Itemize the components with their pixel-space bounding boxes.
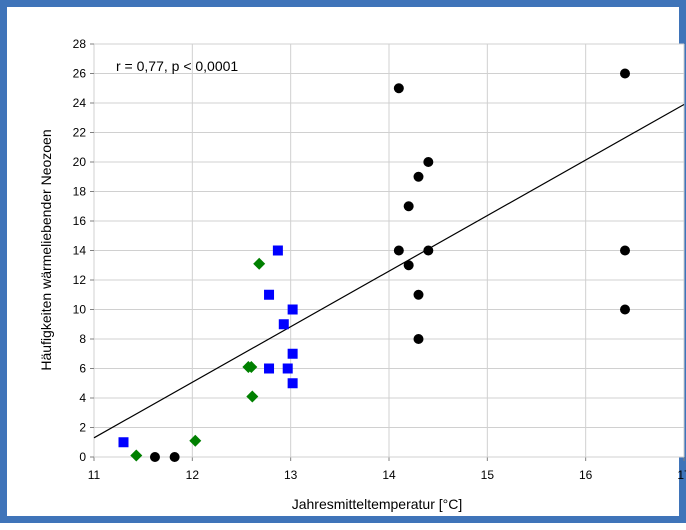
data-point-square [287, 348, 298, 359]
data-point-circle [620, 68, 630, 79]
data-point-circle [393, 245, 404, 256]
tick-labels: 111213141516170246810121416182022242628 [73, 37, 686, 482]
y-tick-label: 24 [73, 96, 87, 110]
x-tick-label: 17 [677, 468, 686, 482]
y-tick-label: 26 [73, 67, 87, 81]
data-point-circle [403, 260, 414, 271]
data-point-circle [149, 452, 160, 462]
data-point-square [287, 378, 298, 389]
data-point-diamond [246, 390, 259, 403]
data-point-circle [413, 289, 424, 300]
x-tick-label: 15 [481, 468, 495, 482]
data-point-diamond [189, 434, 202, 447]
data-point-square [287, 304, 298, 315]
data-point-circle [169, 452, 180, 462]
data-point-circle [620, 245, 630, 256]
data-point-square [118, 437, 129, 448]
data-point-circle [413, 171, 424, 182]
y-axis-title: Häufigkeiten wärmeliebender Neozoen [38, 129, 54, 370]
x-tick-label: 13 [284, 468, 298, 482]
correlation-annotation: r = 0,77, p < 0,0001 [116, 58, 238, 74]
data-point-square [272, 245, 283, 256]
y-tick-label: 2 [79, 421, 86, 435]
y-tick-label: 16 [73, 214, 87, 228]
data-point-circle [403, 201, 414, 212]
y-tick-label: 0 [79, 450, 86, 464]
y-tick-label: 8 [79, 332, 86, 346]
x-axis-title: Jahresmitteltemperatur [°C] [292, 496, 463, 512]
x-tick-label: 16 [579, 468, 593, 482]
data-point-circle [620, 304, 630, 315]
data-point-diamond [253, 257, 266, 270]
y-tick-label: 4 [79, 391, 86, 405]
y-tick-label: 18 [73, 185, 87, 199]
data-point-square [264, 363, 275, 374]
data-point-diamond [130, 449, 143, 462]
x-tick-label: 12 [186, 468, 200, 482]
data-points [118, 68, 630, 462]
y-tick-label: 6 [79, 362, 86, 376]
y-tick-label: 14 [73, 244, 87, 258]
data-point-square [278, 319, 289, 330]
data-point-square [264, 289, 275, 300]
x-tick-label: 11 [88, 468, 101, 482]
data-point-circle [423, 157, 434, 167]
gridlines [90, 43, 685, 461]
data-point-square [282, 363, 293, 374]
data-point-circle [413, 334, 424, 344]
y-tick-label: 20 [73, 155, 87, 169]
y-tick-label: 28 [73, 37, 87, 51]
scatter-chart: 111213141516170246810121416182022242628 … [38, 37, 686, 512]
x-tick-label: 14 [382, 468, 396, 482]
data-point-circle [423, 245, 434, 256]
regression-line [93, 103, 685, 439]
data-point-diamond [245, 361, 258, 374]
data-point-circle [393, 83, 404, 94]
y-tick-label: 22 [73, 126, 87, 140]
y-tick-label: 12 [73, 273, 87, 287]
y-tick-label: 10 [73, 303, 87, 317]
